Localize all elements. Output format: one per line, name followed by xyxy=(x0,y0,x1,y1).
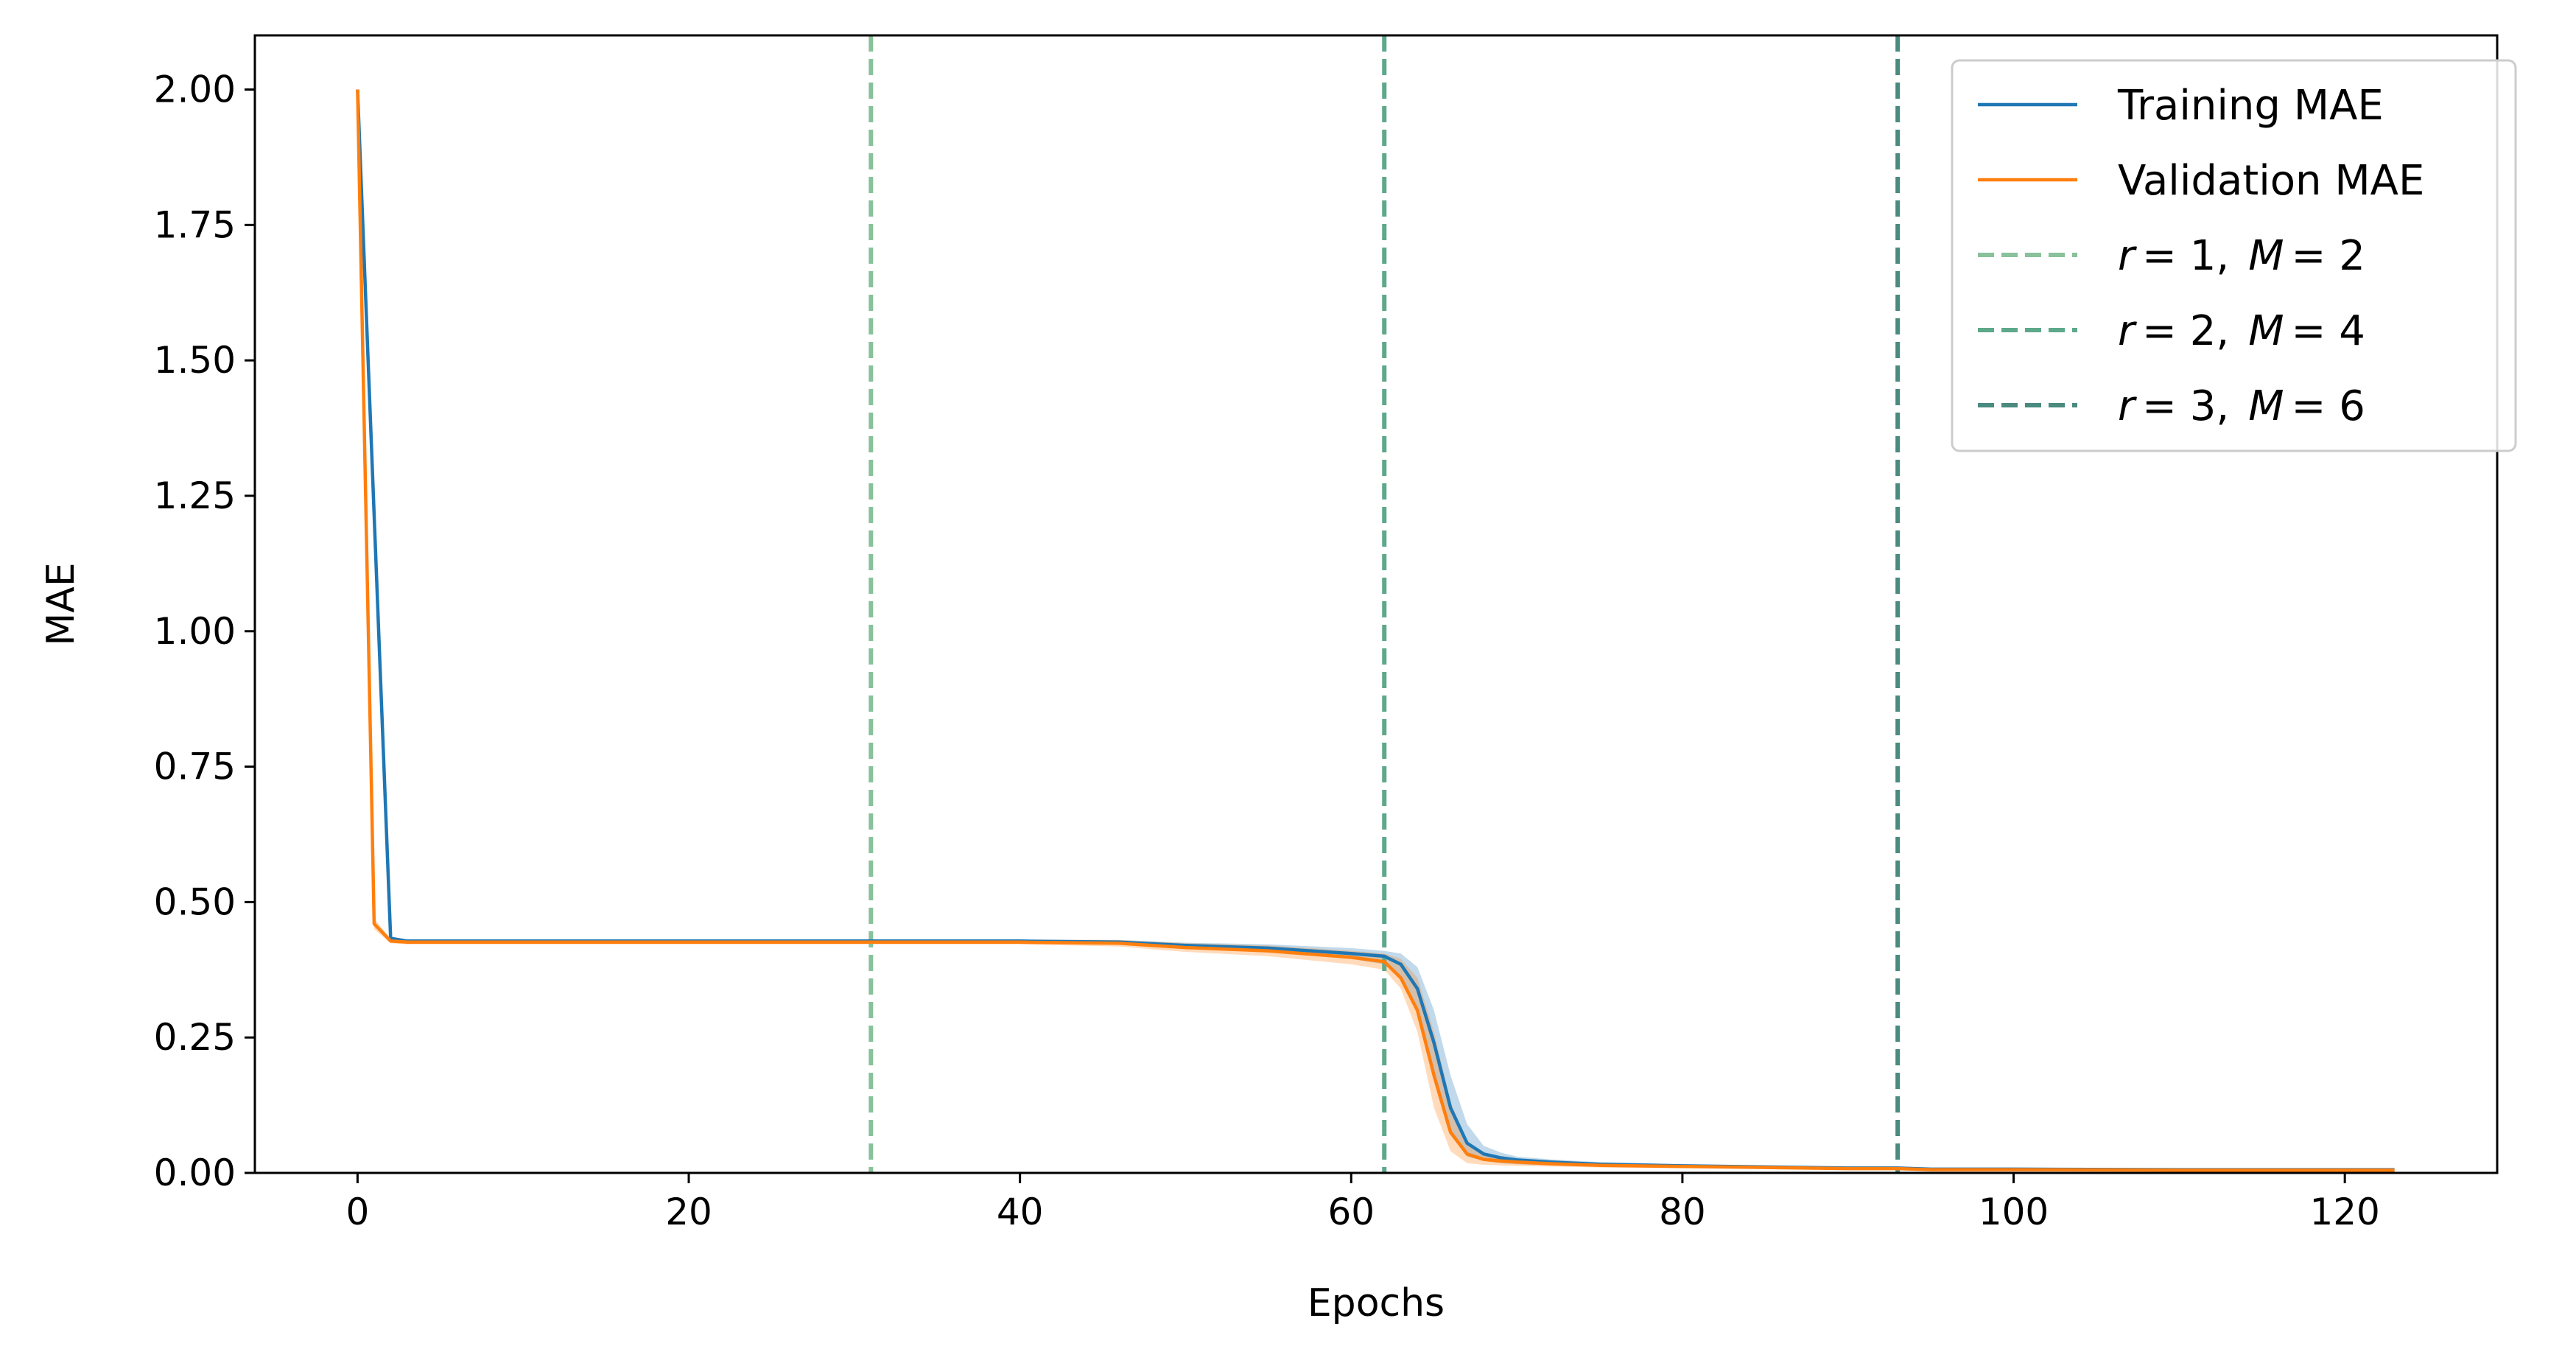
x-tick-label: 100 xyxy=(1979,1191,2049,1233)
y-tick-label: 0.25 xyxy=(154,1016,236,1059)
legend: Training MAE Validation MAE r = 1, M = 2 r = 2,… xyxy=(1951,59,2517,452)
y-tick-label: 1.50 xyxy=(154,339,236,382)
x-tick-label: 80 xyxy=(1659,1191,1706,1233)
plot-frame xyxy=(253,34,2499,1174)
x-tick-label: 120 xyxy=(2309,1191,2379,1233)
legend-label-vline-3: r = 3, M = 6 xyxy=(2118,382,2365,430)
y-tick-label: 2.00 xyxy=(154,69,236,111)
y-tick-label: 1.25 xyxy=(154,474,236,517)
legend-label-vline-1: r = 1, M = 2 xyxy=(2118,232,2365,280)
y-tick-label: 1.75 xyxy=(154,203,236,246)
validation-mae-line xyxy=(356,89,2395,1172)
x-tick-label: 20 xyxy=(665,1191,712,1233)
x-tick-label: 40 xyxy=(997,1191,1044,1233)
x-tick-label: 60 xyxy=(1327,1191,1375,1233)
x-tick-label: 0 xyxy=(345,1191,369,1233)
legend-label-vline-2: r = 2, M = 4 xyxy=(2118,307,2365,355)
legend-box xyxy=(1951,59,2517,452)
y-tick-label: 0.75 xyxy=(154,746,236,788)
phase-lines xyxy=(868,35,1901,1173)
legend-label-training: Training MAE xyxy=(2117,82,2384,130)
y-tick-label: 0.00 xyxy=(154,1152,236,1194)
y-tick-label: 0.50 xyxy=(154,880,236,923)
y-tick-label: 1.00 xyxy=(154,610,236,653)
x-axis-label: Epochs xyxy=(1308,1281,1445,1325)
legend-label-validation: Validation MAE xyxy=(2118,157,2424,205)
series-lines xyxy=(356,89,2395,1172)
y-axis-label: MAE xyxy=(39,562,83,645)
axes: 0 20 40 60 80 100 120 0.00 0.25 0.50 0.75 1.00 1.25 1… xyxy=(154,34,2499,1233)
